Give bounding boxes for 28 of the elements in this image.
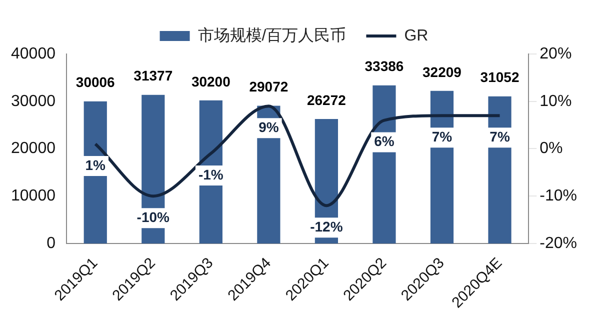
data-label: 32209 [422,64,462,80]
data-label: 33386 [364,58,404,74]
data-label: -12% [310,218,344,234]
legend-label: 市场规模/百万人民币 [198,26,346,44]
data-label: -10% [136,208,170,225]
data-label: 31052 [480,69,520,86]
data-label: 30006 [76,74,116,90]
y-tick-label: 0 [46,234,56,252]
data-label: 29072 [249,78,288,95]
data-label: 31377 [134,68,173,84]
data-label: 7% [490,128,510,144]
y2-tick-label: -20% [540,234,578,252]
y-tick-label: 30000 [10,92,56,110]
data-label: 26272 [306,92,346,108]
data-label: 30200 [191,73,231,90]
y-tick-label: 10000 [10,187,56,204]
y2-tick-label: -10% [540,187,578,204]
y-tick-label: 40000 [10,45,56,62]
y2-tick-label: 10% [540,92,572,110]
data-label: 1% [85,156,106,173]
y-tick-label: 20000 [10,140,56,158]
data-label: 9% [258,118,280,135]
data-label: 6% [374,133,395,150]
legend-label: GR [404,27,428,44]
data-label: 7% [432,128,453,144]
y2-tick-label: 0% [540,140,563,158]
data-label: -1% [198,166,224,182]
y2-tick-label: 20% [540,45,572,62]
